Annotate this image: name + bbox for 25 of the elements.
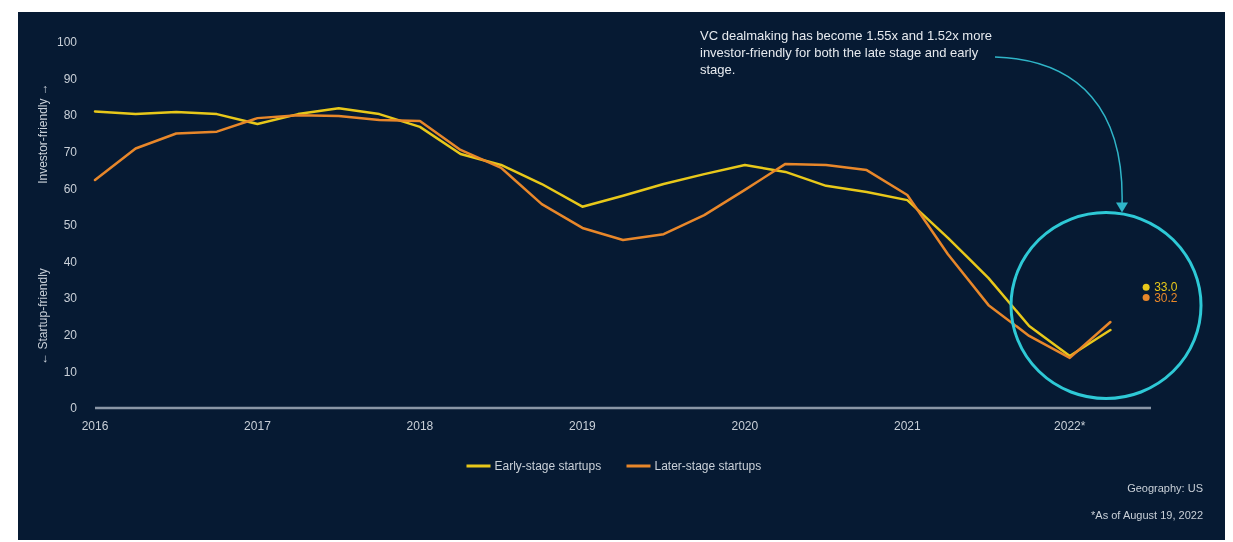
y-tick-label: 20 [63,328,78,342]
y-tick-label: 60 [63,181,78,196]
x-tick-label: 2020 [731,419,759,433]
y-tick-label: 50 [63,218,78,233]
y-tick-label: 30 [63,291,78,306]
y-tick-label: 70 [63,145,78,159]
legend-label: Early-stage startups [494,459,602,474]
annotation: 30.2 [1154,290,1178,305]
y-tick-label: 80 [63,108,78,123]
y-tick-label: 40 [63,254,78,269]
legend-label: Later-stage startups [654,459,762,474]
y-tick-label: 0 [70,401,78,416]
y-tick-label: 100 [56,35,78,50]
x-tick-label: 2022* [1054,419,1086,433]
annotation: VC dealmaking has become 1.55x and 1.52x more investor-friendly for both the late stage and early stage. [700,28,992,77]
y-tick-label: 10 [63,364,78,379]
text: Geography: US [1127,482,1203,494]
x-tick-label: 2018 [406,419,434,433]
text: *As of August 19, 2022 [1091,509,1203,521]
x-tick-label: 2019 [569,419,597,433]
text: ← Startup-friendly Investor-friendly → [36,83,50,365]
y-tick-label: 90 [63,71,78,86]
x-tick-label: 2021 [893,419,921,433]
x-tick-label: 2016 [81,419,109,433]
x-tick-label: 2017 [244,419,272,433]
